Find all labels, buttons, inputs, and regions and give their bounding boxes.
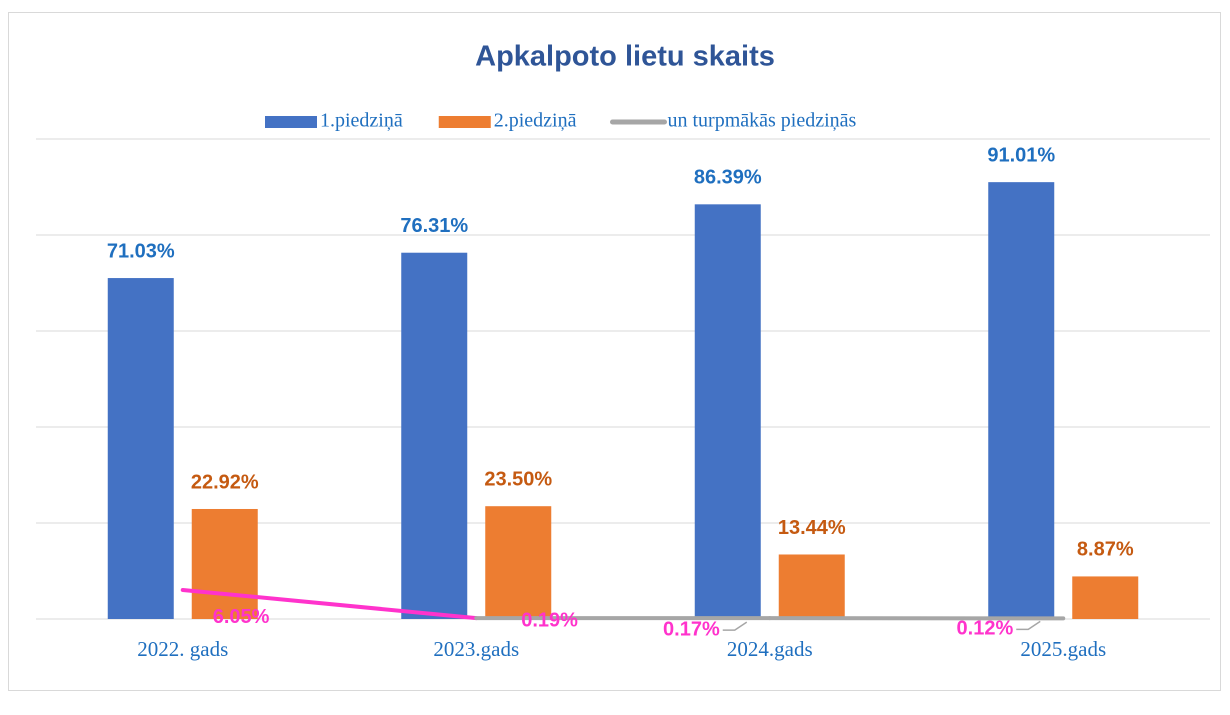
data-label: 86.39%	[694, 167, 762, 189]
data-label: 8.87%	[1077, 539, 1134, 561]
x-tick-label: 2025.gads	[1020, 637, 1106, 661]
data-label: 91.01%	[987, 144, 1055, 166]
x-tick-label: 2024.gads	[727, 637, 813, 661]
data-label: 0.17%	[663, 618, 720, 640]
leader-line	[722, 621, 748, 631]
data-label: 71.03%	[107, 240, 175, 262]
line-segment	[180, 587, 479, 621]
legend-swatch	[265, 116, 317, 128]
bar	[401, 252, 468, 619]
data-label: 0.12%	[957, 618, 1014, 640]
bar	[988, 182, 1055, 620]
data-label: 76.31%	[400, 215, 468, 237]
chart-title: Apkalpoto lietu skaits	[475, 41, 775, 73]
data-label: 23.50%	[484, 468, 552, 490]
x-tick-label: 2022. gads	[137, 637, 228, 661]
bar	[107, 278, 174, 619]
bar	[485, 506, 552, 619]
leader-line	[1016, 620, 1041, 631]
bar	[778, 554, 845, 619]
bar	[694, 204, 761, 619]
bar	[191, 508, 258, 619]
data-label: 13.44%	[778, 517, 846, 539]
legend-label: un turpmākās piedziņās	[668, 110, 857, 132]
x-tick-label: 2023.gads	[433, 637, 519, 661]
bar	[1072, 576, 1139, 619]
data-label: 0.19%	[521, 609, 578, 631]
legend-swatch	[438, 116, 491, 128]
legend-label: 1.piedziņā	[320, 110, 403, 132]
legend-label: 2.piedziņā	[494, 110, 577, 132]
data-label: 22.92%	[191, 471, 259, 493]
data-label: 6.05%	[213, 606, 270, 628]
